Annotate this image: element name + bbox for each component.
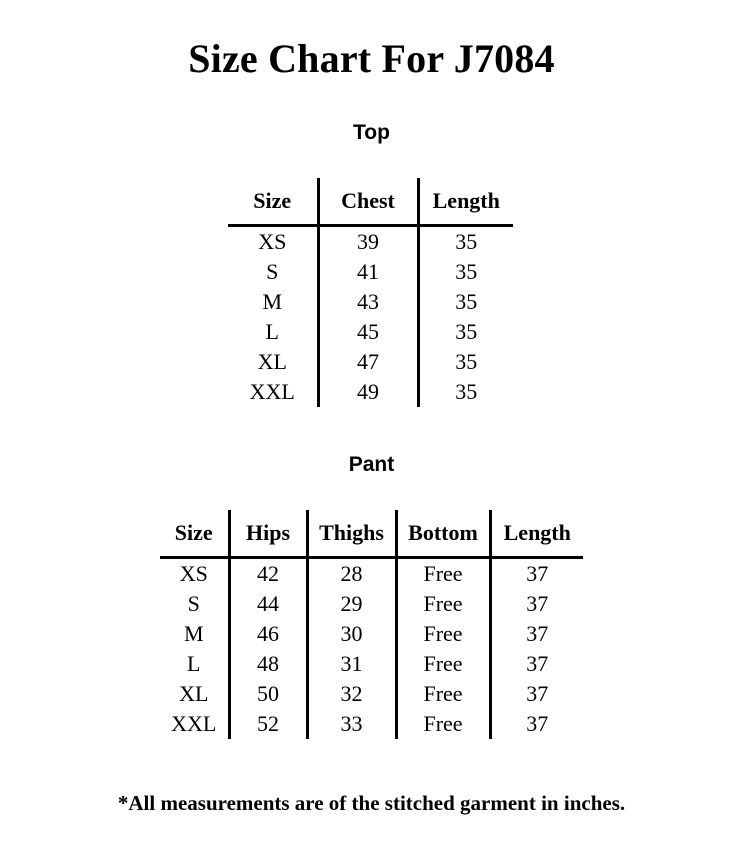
- cell-length: 35: [416, 225, 513, 257]
- column-header-length: Length: [416, 178, 513, 227]
- cell-hips: 52: [227, 709, 307, 739]
- cell-thighs: 31: [305, 649, 396, 679]
- table-row: XS 42 28 Free 37: [160, 557, 583, 589]
- cell-chest: 47: [316, 347, 418, 377]
- cell-length: 35: [416, 287, 513, 317]
- cell-length: 35: [416, 377, 513, 407]
- column-header-length: Length: [488, 510, 583, 559]
- cell-size: XS: [258, 229, 287, 254]
- cell-size: XS: [179, 561, 208, 586]
- cell-size: XXL: [171, 711, 217, 736]
- cell-length: 37: [488, 557, 583, 589]
- size-table-top: Size Chest Length XS 39 35 S 41 35 M 43 …: [228, 178, 513, 407]
- size-table-pant: Size Hips Thighs Bottom Length XS 42 28 …: [160, 510, 583, 739]
- column-header-thighs: Thighs: [305, 510, 396, 559]
- table-header-top: Size Chest Length: [228, 178, 513, 227]
- cell-chest: 49: [316, 377, 418, 407]
- cell-length: 37: [488, 709, 583, 739]
- table-header-row: Size Hips Thighs Bottom Length: [160, 510, 583, 559]
- cell-hips: 46: [227, 619, 307, 649]
- cell-chest: 41: [316, 257, 418, 287]
- page-title: Size Chart For J7084: [188, 36, 555, 81]
- table-row: XXL 49 35: [228, 377, 513, 407]
- table-row: S 41 35: [228, 257, 513, 287]
- table-row: M 46 30 Free 37: [160, 619, 583, 649]
- table-row: M 43 35: [228, 287, 513, 317]
- cell-size: S: [187, 591, 200, 616]
- measurements-footnote: *All measurements are of the stitched ga…: [117, 791, 626, 815]
- table-row: XS 39 35: [228, 225, 513, 257]
- cell-chest: 45: [316, 317, 418, 347]
- column-header-size: Size: [160, 510, 229, 559]
- cell-bottom: Free: [394, 649, 490, 679]
- cell-length: 37: [488, 679, 583, 709]
- table-body-top: XS 39 35 S 41 35 M 43 35 L 45 35 XL 47: [228, 225, 513, 407]
- table-row: L 48 31 Free 37: [160, 649, 583, 679]
- cell-thighs: 33: [305, 709, 396, 739]
- cell-bottom: Free: [394, 589, 490, 619]
- cell-bottom: Free: [394, 619, 490, 649]
- cell-size: XL: [179, 681, 209, 706]
- table-body-pant: XS 42 28 Free 37 S 44 29 Free 37 M 46 30…: [160, 557, 583, 739]
- cell-bottom: Free: [394, 557, 490, 589]
- cell-length: 37: [488, 589, 583, 619]
- column-header-size: Size: [228, 178, 318, 227]
- column-header-hips: Hips: [227, 510, 307, 559]
- cell-size: S: [266, 259, 279, 284]
- table-row: XL 50 32 Free 37: [160, 679, 583, 709]
- cell-hips: 48: [227, 649, 307, 679]
- cell-chest: 43: [316, 287, 418, 317]
- cell-hips: 42: [227, 557, 307, 589]
- cell-size: L: [187, 651, 201, 676]
- cell-thighs: 28: [305, 557, 396, 589]
- cell-thighs: 29: [305, 589, 396, 619]
- cell-bottom: Free: [394, 679, 490, 709]
- cell-length: 35: [416, 257, 513, 287]
- cell-size: L: [265, 319, 279, 344]
- table-header-pant: Size Hips Thighs Bottom Length: [160, 510, 583, 559]
- table-row: S 44 29 Free 37: [160, 589, 583, 619]
- cell-thighs: 30: [305, 619, 396, 649]
- table-row: XL 47 35: [228, 347, 513, 377]
- section-label-top: Top: [353, 121, 390, 144]
- cell-size: M: [183, 621, 204, 646]
- cell-hips: 50: [227, 679, 307, 709]
- cell-length: 37: [488, 649, 583, 679]
- column-header-bottom: Bottom: [394, 510, 490, 559]
- table-header-row: Size Chest Length: [228, 178, 513, 227]
- cell-hips: 44: [227, 589, 307, 619]
- column-header-chest: Chest: [316, 178, 418, 227]
- cell-size: XL: [257, 349, 287, 374]
- cell-chest: 39: [316, 225, 418, 257]
- cell-length: 37: [488, 619, 583, 649]
- cell-bottom: Free: [394, 709, 490, 739]
- cell-length: 35: [416, 317, 513, 347]
- cell-size: XXL: [249, 379, 295, 404]
- cell-thighs: 32: [305, 679, 396, 709]
- table-row: XXL 52 33 Free 37: [160, 709, 583, 739]
- cell-length: 35: [416, 347, 513, 377]
- section-label-pant: Pant: [348, 453, 395, 476]
- table-row: L 45 35: [228, 317, 513, 347]
- cell-size: M: [262, 289, 283, 314]
